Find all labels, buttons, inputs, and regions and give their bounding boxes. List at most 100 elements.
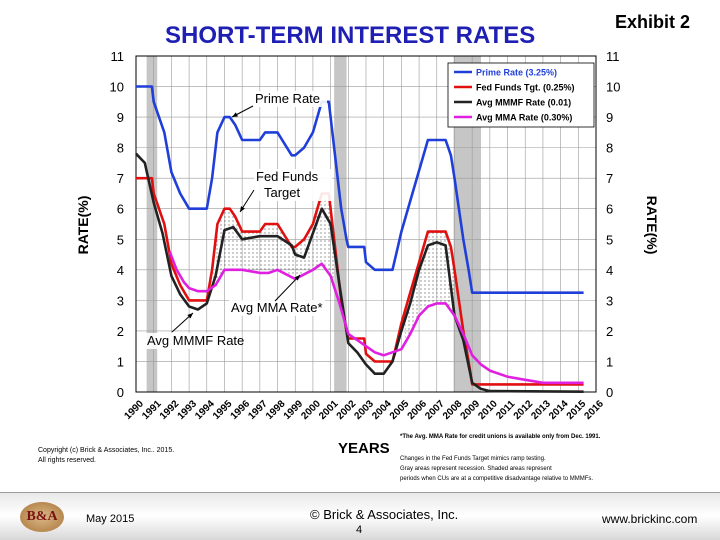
x-tick-label: 1998 [264,398,288,422]
mmmf-rate-line [135,152,584,393]
x-tick-label: 1993 [176,398,200,422]
disadvantage-shading [404,231,456,344]
y-tick-label-right: 10 [606,80,620,95]
x-axis-title: YEARS [338,440,390,457]
website-link[interactable]: www.brickinc.com [602,512,698,526]
y-axis-title-left: RATE(%) [75,196,91,255]
y-tick-label-left: 10 [110,80,124,95]
legend-entry: Avg MMMF Rate (0.01) [476,98,571,108]
x-tick-label: 2000 [299,398,323,422]
chart-title: SHORT-TERM INTEREST RATES [165,22,536,49]
x-tick-label: 2009 [459,398,483,422]
y-tick-label-right: 4 [606,263,613,278]
y-tick-label-left: 8 [117,141,124,156]
x-tick-label: 2002 [335,398,359,422]
x-tick-label: 2010 [476,398,500,422]
recession-band [146,56,158,392]
legend-entry: Prime Rate (3.25%) [476,68,557,78]
footer-organization: © Brick & Associates, Inc. [310,507,459,522]
y-tick-label-right: 2 [606,324,613,339]
legend-entry: Avg MMA Rate (0.30%) [476,113,572,123]
annotation: Avg MMA Rate* [229,274,326,316]
footer-band [0,492,720,540]
page-number: 4 [356,524,363,536]
note-line: periods when CUs are at a competitive di… [400,476,594,482]
x-tick-label: 2005 [388,398,412,422]
annotation-bg [229,300,326,316]
y-tick-label-left: 7 [117,171,124,186]
x-tick-label: 2011 [494,398,517,421]
y-tick-label-right: 6 [606,202,613,217]
annotation-label: Avg MMA Rate* [231,300,323,315]
y-tick-label-right: 7 [606,171,613,186]
x-tick-label: 1990 [122,398,146,422]
annotation-arrowhead [187,313,193,319]
y-tick-label-left: 6 [117,202,124,217]
x-tick-label: 1997 [246,398,270,422]
annotation-bg [254,169,332,201]
y-tick-label-right: 9 [606,110,613,125]
x-tick-label: 2012 [512,398,536,422]
annotation-arrowhead [232,112,238,117]
x-tick-label: 2013 [529,398,553,422]
x-tick-label: 1991 [140,398,164,422]
annotation-arrow [274,274,301,302]
x-tick-label: 2003 [352,398,376,422]
annotation-arrowhead [240,206,245,212]
copyright-notice: Copyright (c) Brick & Associates, Inc.. … [38,446,174,466]
annotation-arrowhead [294,275,300,281]
footer-date: May 2015 [86,513,135,525]
x-tick-label: 1999 [282,398,306,422]
copyright-line: Copyright (c) Brick & Associates, Inc.. … [38,447,175,454]
legend-entry: Fed Funds Tgt. (0.25%) [476,83,575,93]
x-tick-label: 1995 [211,398,235,422]
x-tick-label: 2001 [317,398,341,422]
chart-notes: Changes in the Fed Funds Target mimics r… [400,454,700,484]
y-axis-title-right: RATE(%) [644,196,660,255]
y-tick-label-right: 1 [606,354,613,369]
mma-rate-line [168,251,584,385]
x-tick-label: 2008 [441,398,465,422]
disadvantage-shading [213,193,335,290]
y-tick-label-right: 0 [606,385,613,400]
y-tick-label-left: 2 [117,324,124,339]
x-tick-label: 1994 [193,398,217,422]
mma-footnote: *The Avg. MMA Rate for credit unions is … [400,434,601,440]
y-tick-label-left: 9 [117,110,124,125]
y-tick-label-right: 8 [606,141,613,156]
x-tick-label: 1992 [158,398,182,422]
note-line: Gray areas represent recession. Shaded a… [400,466,552,472]
annotation: Avg MMMF Rate [145,312,244,349]
y-tick-label-left: 3 [117,293,124,308]
y-tick-label-left: 4 [117,263,124,278]
plot-frame [135,55,597,393]
annotation-bg [145,333,242,349]
y-tick-label-right: 3 [606,293,613,308]
annotation: Prime Rate [231,91,327,118]
legend: Prime Rate (3.25%) Fed Funds Tgt. (0.25%)… [447,62,595,128]
y-tick-label-right: 11 [606,49,620,64]
annotation-label: Target [264,185,301,200]
annotation-label: Prime Rate [255,91,320,106]
annotation-label: Fed Funds [256,169,319,184]
x-tick-label: 2016 [582,398,606,422]
x-tick-label: 2015 [565,398,589,422]
exhibit-label: Exhibit 2 [615,12,691,32]
y-tick-label-left: 1 [117,354,124,369]
y-tick-label-right: 5 [606,232,613,247]
y-tick-label-left: 5 [117,232,124,247]
x-tick-label: 2007 [423,398,447,422]
x-tick-label: 2004 [370,398,394,422]
copyright-line: All rights reserved. [38,457,96,464]
annotation-label: Avg MMMF Rate [147,333,244,348]
legend-box [447,62,595,128]
y-tick-label-left: 11 [111,49,125,64]
brick-associates-logo: B&A [20,502,64,532]
x-tick-label: 2006 [406,398,430,422]
annotation-bg [253,91,327,107]
note-line: Changes in the Fed Funds Target mimics r… [400,456,546,462]
x-tick-label: 2014 [547,398,571,422]
y-tick-label-left: 0 [117,385,124,400]
